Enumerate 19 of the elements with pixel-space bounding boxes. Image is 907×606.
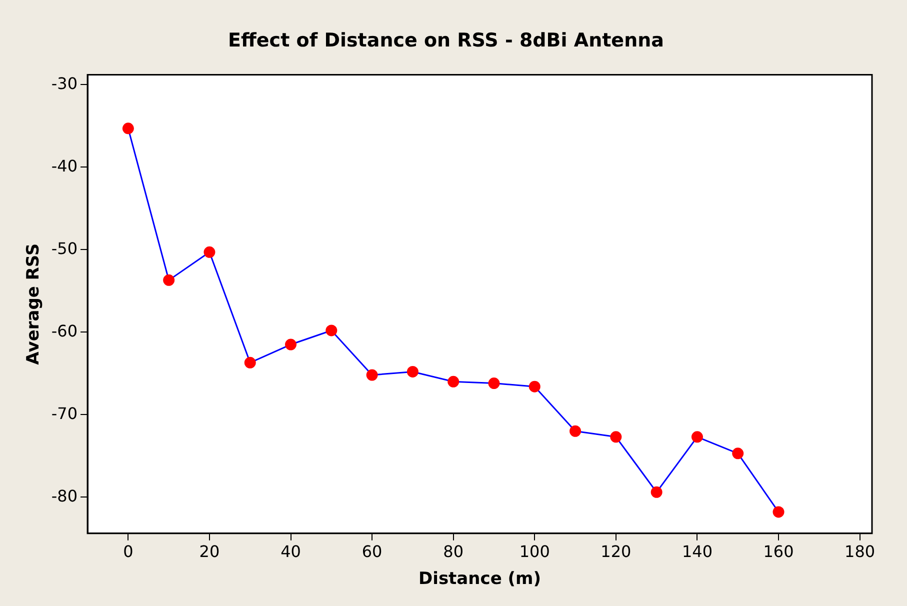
x-tick-label: 120: [600, 542, 632, 562]
x-tick-label: 0: [123, 542, 134, 562]
x-tick-label: 80: [443, 542, 464, 562]
x-tick-label: 140: [682, 542, 712, 562]
y-tick-label: -40: [51, 156, 78, 176]
y-tick-label: -30: [51, 74, 78, 93]
x-tick-label: 20: [199, 542, 220, 562]
x-tick-label: 180: [844, 542, 876, 562]
y-tick-label: -60: [51, 321, 78, 340]
y-tick-label: -80: [51, 486, 78, 506]
x-tick-label: 100: [519, 542, 550, 562]
y-axis-title: Average RSS: [24, 243, 44, 365]
y-tick-label: -50: [51, 238, 78, 258]
x-tick-label: 40: [280, 542, 301, 562]
x-tick-label: 160: [763, 542, 794, 562]
x-axis-title: Distance (m): [418, 569, 542, 590]
x-tick-label: 60: [362, 542, 382, 562]
y-tick-label: -70: [51, 404, 78, 423]
chart-title: Effect of Distance on RSS - 8dBi Antenna: [228, 29, 664, 52]
